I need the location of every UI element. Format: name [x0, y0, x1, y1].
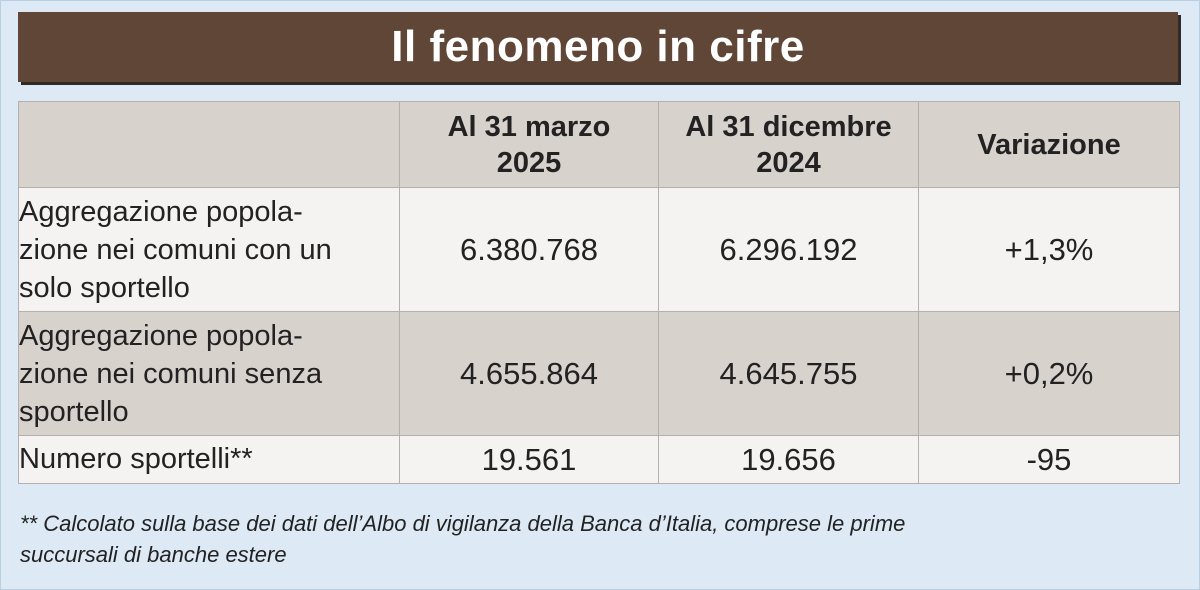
cell-dec-2024: 6.296.192: [658, 187, 919, 312]
header-dec-2024-line1: Al 31 dicembre: [685, 110, 892, 143]
cell-variation: +1,3%: [918, 187, 1180, 312]
cell-dec-2024: 19.656: [658, 435, 919, 484]
cell-variation: -95: [918, 435, 1180, 484]
row-label-line: solo sportello: [19, 271, 190, 304]
cell-variation: +0,2%: [918, 311, 1180, 436]
table-row: Numero sportelli** 19.561 19.656 -95: [18, 435, 1180, 484]
data-table: Al 31 marzo 2025 Al 31 dicembre 2024 Var…: [18, 101, 1180, 484]
row-label-line: Aggregazione popola-: [19, 195, 303, 228]
row-label-line: sportello: [19, 395, 129, 428]
row-label: Aggregazione popola- zione nei comuni co…: [18, 187, 400, 312]
cell-mar-2025: 4.655.864: [399, 311, 659, 436]
row-label-line: Aggregazione popola-: [19, 319, 303, 352]
cell-mar-2025: 6.380.768: [399, 187, 659, 312]
title-banner: Il fenomeno in cifre: [18, 12, 1178, 82]
header-variation: Variazione: [918, 101, 1180, 188]
row-label-line: Numero sportelli**: [19, 443, 253, 475]
cell-mar-2025: 19.561: [399, 435, 659, 484]
row-label-line: zione nei comuni senza: [19, 357, 323, 390]
chart-title: Il fenomeno in cifre: [391, 22, 805, 71]
table-row: Aggregazione popola- zione nei comuni se…: [18, 311, 1180, 436]
header-dec-2024-line2: 2024: [756, 146, 821, 179]
header-mar-2025: Al 31 marzo 2025: [399, 101, 659, 188]
header-variation-label: Variazione: [977, 128, 1121, 161]
header-mar-2025-line2: 2025: [496, 146, 562, 179]
cell-dec-2024: 4.645.755: [658, 311, 919, 436]
row-label: Numero sportelli**: [18, 435, 400, 484]
footnote-line: succursali di banche estere: [20, 542, 287, 567]
row-label: Aggregazione popola- zione nei comuni se…: [18, 311, 400, 436]
table-header-row: Al 31 marzo 2025 Al 31 dicembre 2024 Var…: [18, 101, 1180, 188]
table-row: Aggregazione popola- zione nei comuni co…: [18, 187, 1180, 312]
footnote-line: ** Calcolato sulla base dei dati dell’Al…: [20, 511, 906, 536]
header-mar-2025-line1: Al 31 marzo: [447, 110, 611, 143]
row-label-line: zione nei comuni con un: [19, 233, 332, 266]
header-empty-cell: [18, 101, 400, 188]
footnote: ** Calcolato sulla base dei dati dell’Al…: [20, 508, 1180, 570]
header-dec-2024: Al 31 dicembre 2024: [658, 101, 919, 188]
